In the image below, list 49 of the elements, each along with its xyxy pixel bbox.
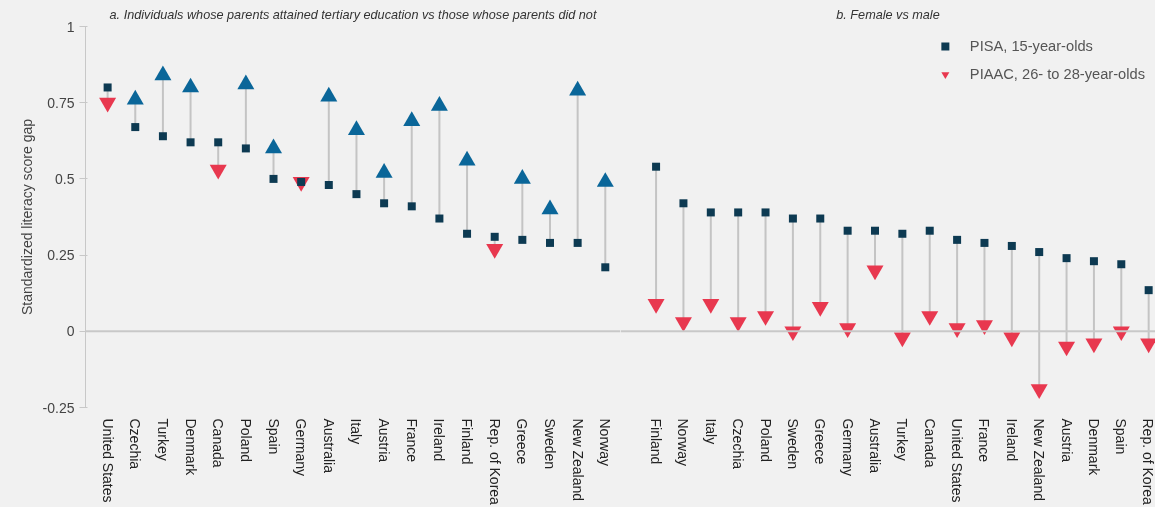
x-tick-label: New Zealand	[1031, 418, 1048, 501]
x-tick-label: Austria	[1058, 418, 1075, 463]
x-tick-label: Australia	[867, 418, 883, 474]
x-tick-label: Italy	[702, 418, 719, 445]
x-tick-label: Norway	[597, 418, 614, 466]
y-tick-label: 0	[66, 323, 75, 340]
x-tick-label: Austria	[376, 418, 393, 463]
x-tick-label: Rep. of Korea	[486, 418, 503, 506]
x-tick-label: United States	[99, 418, 116, 503]
x-tick-label: Rep. of Korea	[1139, 418, 1155, 506]
x-tick-label: Finland	[459, 418, 476, 465]
x-tick-label: Spain	[265, 418, 282, 455]
x-tick-label: Greece	[812, 418, 829, 465]
x-tick-label: Czechia	[730, 418, 747, 470]
x-tick-label: Poland	[237, 418, 254, 463]
x-tick-label: Germany	[293, 418, 310, 477]
x-tick-label: France	[403, 418, 420, 463]
x-tick-label: Poland	[757, 418, 774, 463]
y-axis-title: Standardized literacy score gap	[18, 118, 35, 316]
x-tick-label: Greece	[514, 418, 531, 465]
chart-title: b. Female vs male	[836, 7, 940, 22]
x-tick-label: Sweden	[784, 418, 801, 470]
x-tick-label: Italy	[348, 418, 365, 445]
x-tick-label: France	[976, 418, 993, 463]
x-tick-label: Spain	[1113, 418, 1130, 455]
y-tick-label: 0.5	[55, 170, 75, 187]
x-tick-label: Czechia	[127, 418, 144, 470]
x-tick-label: United States	[949, 418, 966, 503]
legend-label: PIAAC, 26- to 28-year-olds	[969, 66, 1145, 82]
x-tick-label: Finland	[648, 418, 665, 465]
x-tick-label: Canada	[210, 418, 227, 468]
x-tick-label: Australia	[320, 418, 337, 474]
legend-label: PISA, 15-year-olds	[969, 38, 1093, 54]
x-tick-label: Turkey	[894, 418, 911, 461]
x-tick-label: Ireland	[431, 418, 448, 462]
y-tick-label: 0.75	[47, 94, 75, 111]
x-tick-label: Ireland	[1003, 418, 1020, 462]
x-tick-label: Turkey	[154, 418, 171, 461]
x-tick-label: Germany	[839, 418, 856, 477]
x-tick-label: Canada	[921, 418, 938, 468]
x-tick-label: New Zealand	[569, 418, 586, 501]
chart-title: a. Individuals whose parents attained tertiary education vs those whose parents did not	[109, 7, 597, 22]
x-tick-label: Denmark	[182, 418, 199, 477]
x-tick-label: Norway	[675, 418, 692, 466]
x-tick-label: Sweden	[542, 418, 558, 470]
x-tick-label: Denmark	[1085, 418, 1102, 477]
y-tick-label: 0.25	[47, 247, 75, 264]
y-tick-label: 1	[66, 18, 75, 35]
y-tick-label: -0.25	[42, 399, 75, 416]
